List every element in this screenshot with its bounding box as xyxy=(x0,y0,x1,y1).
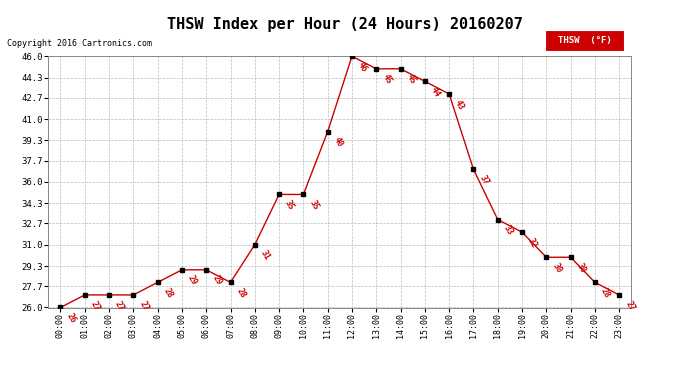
Text: 35: 35 xyxy=(284,199,296,212)
Text: 40: 40 xyxy=(332,136,344,149)
Text: 37: 37 xyxy=(477,174,491,187)
Text: 33: 33 xyxy=(502,224,515,237)
Text: 27: 27 xyxy=(623,299,636,312)
Text: 28: 28 xyxy=(599,286,612,300)
Text: 29: 29 xyxy=(186,274,199,287)
Text: 27: 27 xyxy=(89,299,101,312)
Text: 26: 26 xyxy=(65,312,77,325)
Text: 30: 30 xyxy=(551,261,563,274)
Text: THSW Index per Hour (24 Hours) 20160207: THSW Index per Hour (24 Hours) 20160207 xyxy=(167,17,523,32)
Text: 45: 45 xyxy=(380,73,393,86)
Text: 27: 27 xyxy=(113,299,126,312)
Text: Copyright 2016 Cartronics.com: Copyright 2016 Cartronics.com xyxy=(7,39,152,48)
Text: 45: 45 xyxy=(405,73,417,86)
Text: 35: 35 xyxy=(308,199,320,212)
Text: 29: 29 xyxy=(210,274,223,287)
Text: 32: 32 xyxy=(526,236,539,249)
Text: 31: 31 xyxy=(259,249,272,262)
Text: THSW  (°F): THSW (°F) xyxy=(558,36,611,45)
Text: 28: 28 xyxy=(235,286,248,300)
Text: 43: 43 xyxy=(453,98,466,111)
Text: 44: 44 xyxy=(429,86,442,99)
Text: 27: 27 xyxy=(137,299,150,312)
Text: 46: 46 xyxy=(356,60,369,74)
Text: 28: 28 xyxy=(161,286,175,300)
Text: 30: 30 xyxy=(575,261,588,274)
